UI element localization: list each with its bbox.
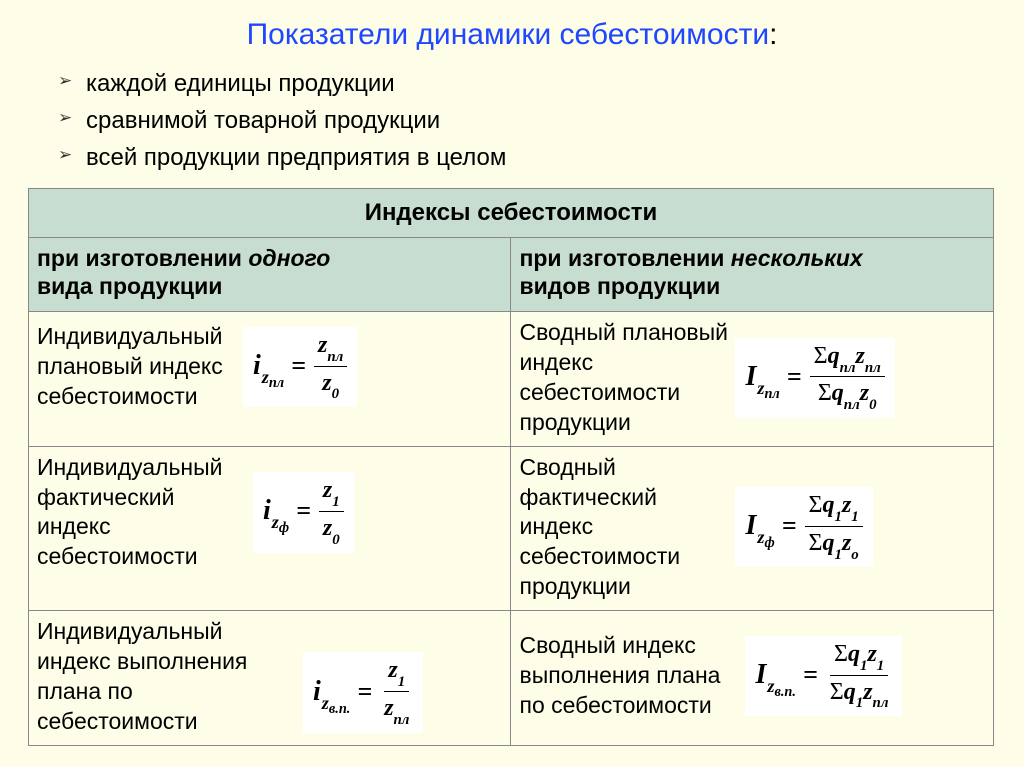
- index-table: Индексы себестоимости при изготовлении о…: [28, 188, 994, 746]
- title-colon: :: [769, 18, 777, 51]
- table-row: Индивидуальный фактический индекс себест…: [29, 446, 994, 610]
- formula: izв.п. = z1zпл: [303, 652, 423, 732]
- cell-right: Сводный фактический индекс себестоимости…: [511, 446, 994, 610]
- cell-left: Индивидуальный фактический индекс себест…: [29, 446, 511, 610]
- slide-title: Показатели динамики себестоимости:: [28, 18, 996, 52]
- cell-desc: Сводный фактический индекс себестоимости…: [519, 453, 729, 602]
- cell-desc: Сводный плановый индекс себестоимости пр…: [519, 318, 729, 438]
- table-header-col2: при изготовлении нескольких видов продук…: [511, 237, 994, 312]
- cell-desc: Индивидуальный плановый индекс себестоим…: [37, 322, 237, 412]
- formula: Izф = Σq1z1Σq1zo: [735, 487, 872, 567]
- cell-left: Индивидуальный плановый индекс себестоим…: [29, 312, 511, 447]
- title-text: Показатели динамики себестоимости: [247, 18, 770, 51]
- table-header-col1: при изготовлении одного вида продукции: [29, 237, 511, 312]
- cell-left: Индивидуальный индекс выполнения плана п…: [29, 611, 511, 746]
- cell-desc: Индивидуальный индекс выполнения плана п…: [37, 617, 297, 737]
- cell-right: Сводный индекс выполнения плана по себес…: [511, 611, 994, 746]
- slide-container: Показатели динамики себестоимости: каждо…: [0, 0, 1024, 767]
- formula: Izв.п. = Σq1z1Σq1zпл: [745, 636, 902, 716]
- table-header-main: Индексы себестоимости: [29, 188, 994, 237]
- cell-right: Сводный плановый индекс себестоимости пр…: [511, 312, 994, 447]
- table-row: Индивидуальный плановый индекс себестоим…: [29, 312, 994, 447]
- bullet-item: всей продукции предприятия в целом: [58, 140, 996, 177]
- cell-desc: Индивидуальный фактический индекс себест…: [37, 453, 247, 573]
- bullet-list: каждой единицы продукции сравнимой товар…: [58, 66, 996, 178]
- formula: Izпл = ΣqплzплΣqплz0: [735, 338, 894, 418]
- table-row: Индивидуальный индекс выполнения плана п…: [29, 611, 994, 746]
- cell-desc: Сводный индекс выполнения плана по себес…: [519, 631, 739, 721]
- bullet-item: сравнимой товарной продукции: [58, 103, 996, 140]
- formula: izф = z1z0: [253, 472, 354, 552]
- formula: izпл = zплz0: [243, 327, 357, 407]
- bullet-item: каждой единицы продукции: [58, 66, 996, 103]
